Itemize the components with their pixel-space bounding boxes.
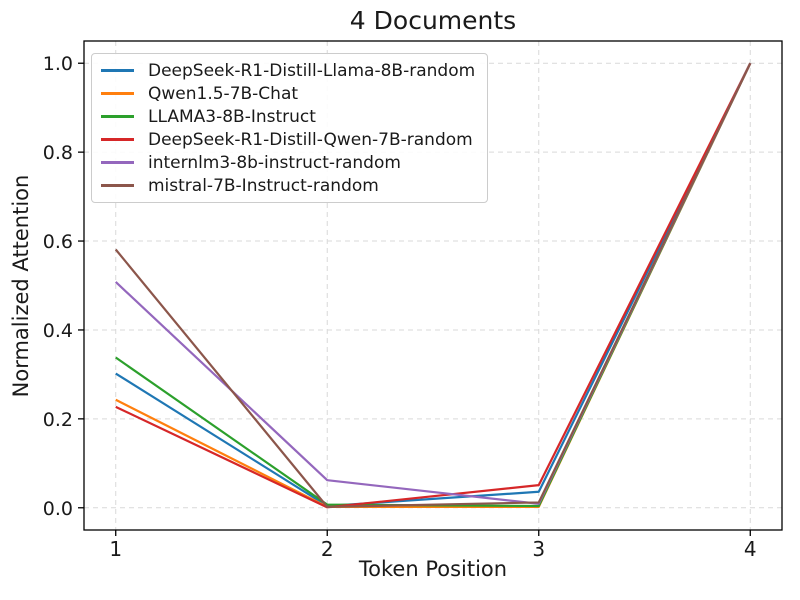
- x-tick-label: 4: [744, 537, 757, 561]
- legend-label: LLAMA3-8B-Instruct: [148, 106, 316, 127]
- legend-label: mistral-7B-Instruct-random: [148, 175, 379, 196]
- legend-line-swatch: [101, 161, 134, 164]
- legend-line-swatch: [101, 138, 134, 141]
- series-line-5: [114, 62, 752, 508]
- legend-label: DeepSeek-R1-Distill-Qwen-7B-random: [148, 129, 473, 150]
- legend-label: Qwen1.5-7B-Chat: [148, 83, 299, 104]
- legend-label: internlm3-8b-instruct-random: [148, 152, 401, 173]
- legend-item-3: DeepSeek-R1-Distill-Qwen-7B-random: [92, 128, 475, 151]
- x-axis-label: Token Position: [358, 557, 508, 581]
- legend-line-swatch: [101, 69, 134, 72]
- legend: DeepSeek-R1-Distill-Llama-8B-random Qwen1…: [91, 53, 489, 203]
- y-tick-label: 0.8: [43, 142, 73, 164]
- legend-item-5: mistral-7B-Instruct-random: [92, 174, 475, 197]
- legend-line-swatch: [101, 184, 134, 187]
- x-tick-label: 1: [109, 537, 122, 561]
- series-line-3: [115, 62, 752, 509]
- legend-label: DeepSeek-R1-Distill-Llama-8B-random: [148, 60, 476, 81]
- series-line-0: [115, 62, 752, 508]
- chart-title: 4 Documents: [349, 6, 517, 35]
- legend-line-swatch: [101, 92, 134, 95]
- y-tick-label: 0.4: [43, 320, 73, 342]
- legend-line-swatch: [101, 115, 134, 118]
- legend-item-0: DeepSeek-R1-Distill-Llama-8B-random: [92, 59, 475, 82]
- x-tick-label: 3: [532, 537, 545, 561]
- y-tick-label: 0.2: [43, 409, 73, 431]
- legend-item-2: LLAMA3-8B-Instruct: [92, 105, 475, 128]
- y-tick-label: 1.0: [43, 53, 73, 75]
- y-tick-label: 0.0: [43, 498, 73, 520]
- legend-item-1: Qwen1.5-7B-Chat: [92, 82, 475, 105]
- legend-item-4: internlm3-8b-instruct-random: [92, 151, 475, 174]
- x-tick-label: 2: [321, 537, 334, 561]
- y-axis-label: Normalized Attention: [9, 174, 33, 398]
- y-tick-label: 0.6: [43, 231, 73, 253]
- axes-spines: [83, 40, 783, 531]
